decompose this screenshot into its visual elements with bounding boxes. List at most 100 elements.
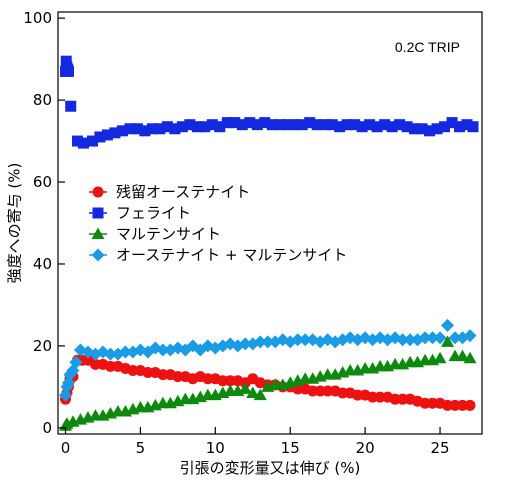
x-tick-label: 5 [136,439,146,457]
ferrite-point [371,121,383,133]
ferrite-point [244,117,256,129]
ferrite-point [71,135,83,147]
austenite-plus-martensite-point [253,335,267,349]
ferrite-point [341,119,353,131]
ferrite-point [86,135,98,147]
ferrite-point [416,123,428,135]
series-austenite-plus-martensite [58,318,477,402]
ferrite-point [77,137,89,149]
x-tick-label: 10 [206,439,225,457]
austenite-plus-martensite-point [403,333,417,347]
ferrite-point [364,119,376,131]
martensite-point [253,388,267,401]
martensite-point [456,349,470,362]
austenite-plus-martensite-point [298,333,312,347]
ferrite-point [161,121,173,133]
chart-annotation: 0.2C TRIP [395,39,460,55]
y-tick-label: 100 [23,9,52,27]
ferrite-point [431,123,443,135]
ferrite-point [266,119,278,131]
ferrite-point [409,123,421,135]
ferrite-point [289,119,301,131]
series-martensite [58,335,477,431]
ferrite-point [60,55,72,67]
ferrite-point [424,125,436,137]
ferrite-point [349,119,361,131]
austenite-plus-martensite-point [61,376,75,390]
austenite-plus-martensite-point [156,343,170,357]
ferrite-point [109,127,121,139]
ferrite-point [439,121,451,133]
ferrite-point [401,121,413,133]
ferrite-point [101,129,113,141]
ferrite-point [131,123,143,135]
ferrite-point [454,121,466,133]
martensite-point [246,386,260,399]
legend-item-retained-austenite: 残留オーステナイト [89,183,250,201]
x-tick-label: 0 [61,439,71,457]
austenite-plus-martensite-point [291,333,305,347]
ferrite-point [334,121,346,133]
ferrite-point [326,119,338,131]
legend-marker [91,248,105,262]
legend-marker [92,186,104,198]
y-tick-label: 80 [33,91,52,109]
austenite-plus-martensite-point [448,331,462,345]
ferrite-point [139,125,151,137]
y-axis-label: 強度への寄与 (%) [5,163,23,284]
ferrite-point [236,119,248,131]
ferrite-point [94,131,106,143]
ferrite-point [65,100,77,112]
ferrite-point [296,119,308,131]
y-tick-label: 40 [33,255,52,273]
legend-item-ferrite: フェライト [89,204,191,222]
martensite-point [433,351,447,364]
legend-label: マルテンサイト [116,225,221,243]
legend-label: 残留オーステナイト [116,183,250,201]
ferrite-point [221,117,233,129]
austenite-plus-martensite-point [261,335,275,349]
legend-label: フェライト [116,204,191,222]
ferrite-point [199,121,211,133]
ferrite-point [176,121,188,133]
ferrite-point [356,121,368,133]
y-tick-label: 60 [33,173,52,191]
x-axis-label: 引張の変形量又は伸び (%) [180,459,361,477]
austenite-plus-martensite-point [463,329,477,343]
ferrite-point [311,119,323,131]
axes: 0 5 10 15 20 25 0 20 40 60 80 100 [23,9,449,457]
plot-frame [57,11,483,435]
retained-austenite-point [464,399,476,411]
ferrite-point [304,117,316,129]
ferrite-point [116,125,128,137]
austenite-plus-martensite-point [238,337,252,351]
austenite-plus-martensite-point [418,331,432,345]
ferrite-point [259,117,271,129]
ferrite-point [281,119,293,131]
ferrite-point [229,117,241,129]
ferrite-point [214,121,226,133]
ferrite-point [206,119,218,131]
ferrite-point [169,123,181,135]
ferrite-point [146,123,158,135]
ferrite-point [386,121,398,133]
y-tick-label: 0 [42,419,52,437]
ferrite-point [319,119,331,131]
x-tick-label: 25 [431,439,450,457]
austenite-plus-martensite-point [103,347,117,361]
series-ferrite [59,55,479,149]
legend-item-austenite-plus-martensite: オーステナイト + マルテンサイト [89,246,347,264]
ferrite-point [62,65,74,77]
legend-label: オーステナイト + マルテンサイト [116,246,347,264]
legend-item-martensite: マルテンサイト [89,225,221,243]
ferrite-point [394,119,406,131]
austenite-plus-martensite-point [396,333,410,347]
y-tick-label: 20 [33,337,52,355]
legend-marker [91,227,105,239]
martensite-point [463,351,477,364]
legend-marker [92,207,104,219]
x-tick-label: 15 [281,439,300,457]
ferrite-point [467,121,479,133]
